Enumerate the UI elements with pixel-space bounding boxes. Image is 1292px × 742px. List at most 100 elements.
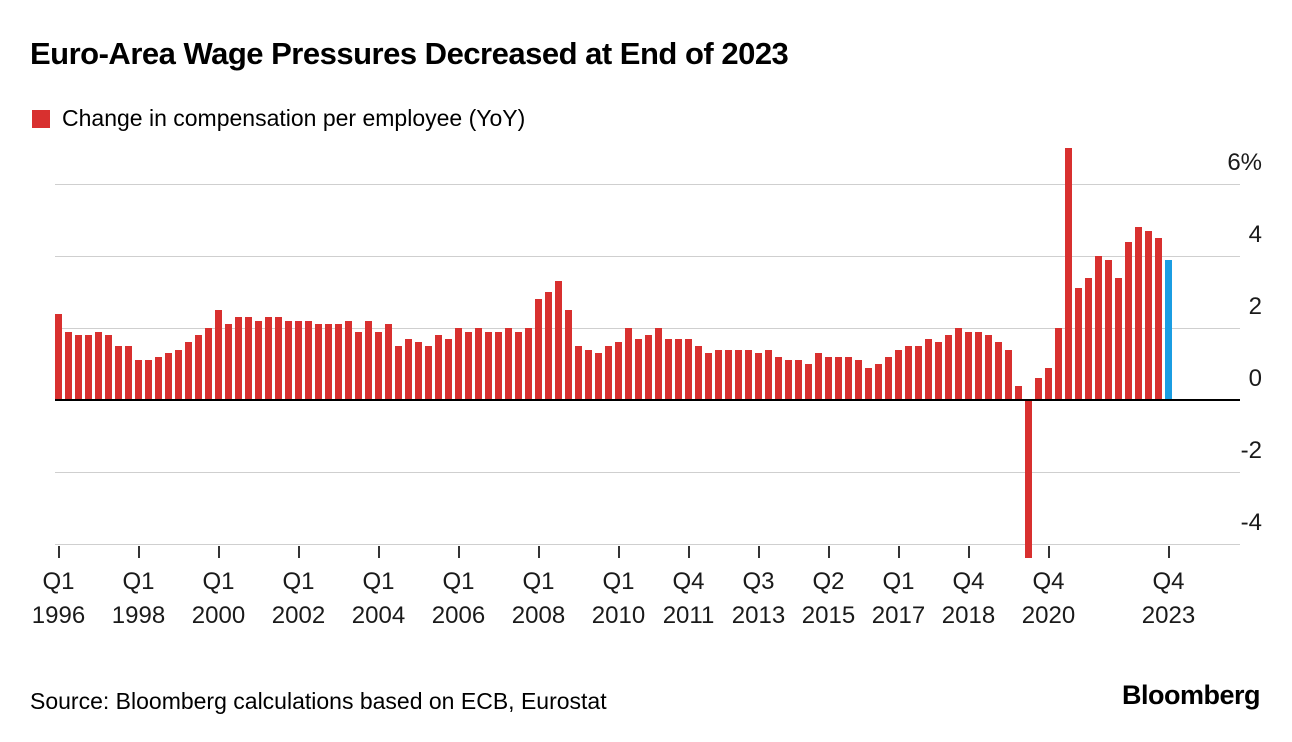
bar [735, 349, 742, 400]
x-tick-quarter: Q1 [882, 568, 915, 595]
bar [1135, 227, 1142, 400]
gridline [55, 256, 1240, 257]
bar [215, 310, 222, 400]
bar [145, 360, 152, 400]
bar [465, 331, 472, 400]
x-tick-year: 2020 [1021, 602, 1076, 629]
bar [915, 346, 922, 400]
bar [805, 364, 812, 400]
bar [835, 356, 842, 400]
bar [345, 320, 352, 400]
bar [715, 349, 722, 400]
chart-title: Euro-Area Wage Pressures Decreased at En… [30, 36, 789, 71]
bar [725, 349, 732, 400]
bar [1025, 400, 1032, 559]
bar [415, 342, 422, 400]
gridline [55, 184, 1240, 185]
y-axis-label: 0 [1248, 365, 1262, 392]
x-tick [1167, 546, 1170, 558]
bar [315, 324, 322, 400]
bar [125, 346, 132, 400]
bar [615, 342, 622, 400]
bar [555, 281, 562, 400]
bar [1115, 277, 1122, 400]
x-tick [537, 546, 540, 558]
gridline [55, 328, 1240, 329]
bar [855, 360, 862, 400]
bar [1015, 385, 1022, 400]
x-tick-year: 2017 [871, 602, 926, 629]
bar [645, 335, 652, 400]
bar [745, 349, 752, 400]
x-tick-quarter: Q1 [42, 568, 75, 595]
bar [355, 331, 362, 400]
bar [1065, 148, 1072, 400]
bar [1045, 367, 1052, 400]
legend: Change in compensation per employee (YoY… [32, 105, 525, 132]
gridline [55, 472, 1240, 473]
bar [405, 338, 412, 400]
bar [705, 353, 712, 400]
highlighted-bar [1165, 259, 1172, 400]
bar [495, 331, 502, 400]
y-axis-label: 4 [1248, 221, 1262, 248]
bar [535, 299, 542, 400]
bar [765, 349, 772, 400]
x-tick [897, 546, 900, 558]
bar [155, 356, 162, 400]
y-axis-label: -4 [1240, 509, 1262, 536]
bar [895, 349, 902, 400]
y-axis-label: 2 [1248, 293, 1262, 320]
bar [545, 292, 552, 400]
bar [795, 360, 802, 400]
x-tick-year: 2018 [941, 602, 996, 629]
x-tick-quarter: Q1 [202, 568, 235, 595]
bar [945, 335, 952, 400]
bar [1095, 256, 1102, 400]
bar [595, 353, 602, 400]
x-tick-year: 2013 [731, 602, 786, 629]
x-tick [687, 546, 690, 558]
bar [105, 335, 112, 400]
bar [135, 360, 142, 400]
x-tick-year: 2000 [191, 602, 246, 629]
x-tick [137, 546, 140, 558]
x-tick [57, 546, 60, 558]
bar [325, 324, 332, 400]
x-tick-quarter: Q4 [1032, 568, 1065, 595]
bar [1125, 241, 1132, 400]
x-tick-year: 2023 [1141, 602, 1196, 629]
bar [195, 335, 202, 400]
bar [655, 328, 662, 400]
bar [935, 342, 942, 400]
x-tick [1047, 546, 1050, 558]
bloomberg-logo: Bloomberg [1121, 680, 1261, 710]
bar [625, 328, 632, 400]
legend-label: Change in compensation per employee (YoY… [62, 105, 526, 131]
bar [635, 338, 642, 400]
bar [695, 346, 702, 400]
bar [75, 335, 82, 400]
x-tick-year: 2004 [351, 602, 406, 629]
bar [995, 342, 1002, 400]
x-tick-year: 2006 [431, 602, 486, 629]
bar [265, 317, 272, 400]
x-tick [617, 546, 620, 558]
gridline [55, 544, 1240, 545]
source-note: Source: Bloomberg calculations based on … [30, 688, 607, 714]
x-tick-quarter: Q1 [122, 568, 155, 595]
bar [55, 313, 62, 400]
x-tick-quarter: Q4 [952, 568, 985, 595]
bar [295, 320, 302, 400]
bar [175, 349, 182, 400]
y-axis-label: 6% [1227, 149, 1262, 176]
bar [885, 356, 892, 400]
bar [985, 335, 992, 400]
bar [875, 364, 882, 400]
x-tick-year: 1996 [31, 602, 86, 629]
zero-line [55, 399, 1240, 401]
bar [775, 356, 782, 400]
x-tick-quarter: Q1 [602, 568, 635, 595]
x-tick-year: 2015 [801, 602, 856, 629]
